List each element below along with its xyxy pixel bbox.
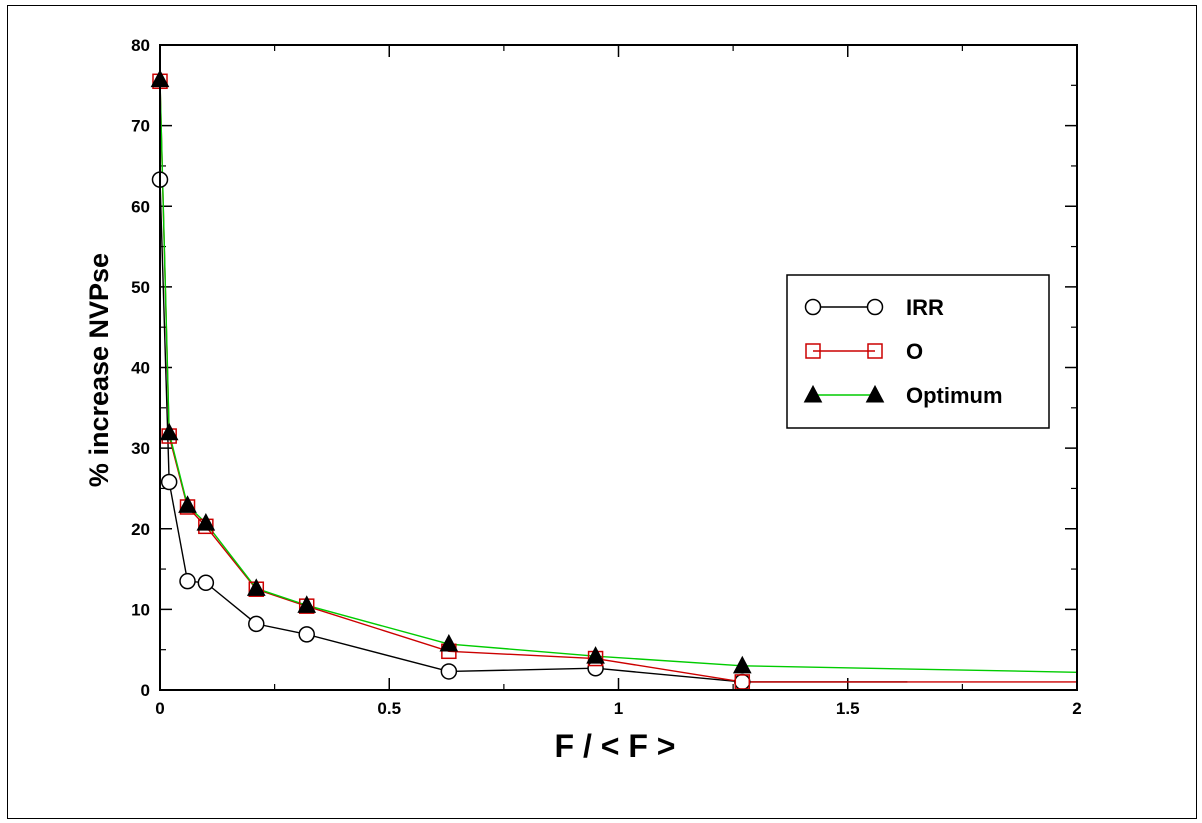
data-point-irr [734, 673, 751, 691]
y-tick-label: 80 [131, 36, 150, 55]
data-point-irr [248, 615, 265, 633]
y-tick-label: 70 [131, 117, 150, 136]
x-tick-label: 1 [614, 699, 623, 718]
x-tick-label: 0.5 [377, 699, 401, 718]
x-tick-label: 0 [155, 699, 164, 718]
data-point-optimum [586, 646, 605, 664]
y-tick-label: 20 [131, 520, 150, 539]
x-axis-title: F / < F > [555, 728, 676, 764]
data-point-irr [160, 473, 178, 491]
series-line-optimum [159, 79, 1078, 673]
legend-marker-o [805, 343, 821, 359]
y-tick-label: 60 [131, 197, 150, 216]
data-point-irr [298, 626, 315, 643]
data-point-optimum [196, 513, 216, 531]
data-point-optimum [297, 595, 317, 613]
y-tick-label: 30 [131, 439, 150, 458]
legend-label-o: O [906, 339, 923, 364]
plot-area-frame [159, 44, 1078, 691]
y-axis-title: % increase NVPse [84, 253, 114, 487]
data-point-optimum [439, 633, 459, 652]
series-line-irr [159, 179, 908, 683]
series-layer [150, 69, 1078, 691]
legend: IRR O Optimum [786, 274, 1050, 429]
legend-marker-optimum [803, 384, 823, 403]
legend-marker-optimum [865, 384, 885, 403]
y-tick-label: 40 [131, 359, 150, 378]
legend-marker-o [867, 343, 883, 359]
data-point-o [734, 674, 751, 690]
data-point-optimum [178, 495, 197, 513]
legend-label-irr: IRR [906, 295, 944, 320]
data-point-optimum [159, 422, 179, 441]
x-tick-label: 1.5 [836, 699, 860, 718]
data-point-irr [440, 663, 458, 680]
data-point-optimum [732, 655, 752, 674]
legend-marker-irr [866, 298, 884, 316]
data-point-irr [197, 574, 215, 592]
y-tick-label: 0 [141, 681, 150, 700]
data-point-irr [179, 572, 196, 590]
legend-label-optimum: Optimum [906, 383, 1003, 408]
data-point-optimum [246, 578, 266, 596]
legend-marker-irr [804, 298, 822, 316]
x-tick-label: 2 [1072, 699, 1081, 718]
y-tick-label: 10 [131, 600, 150, 619]
y-tick-label: 50 [131, 278, 150, 297]
